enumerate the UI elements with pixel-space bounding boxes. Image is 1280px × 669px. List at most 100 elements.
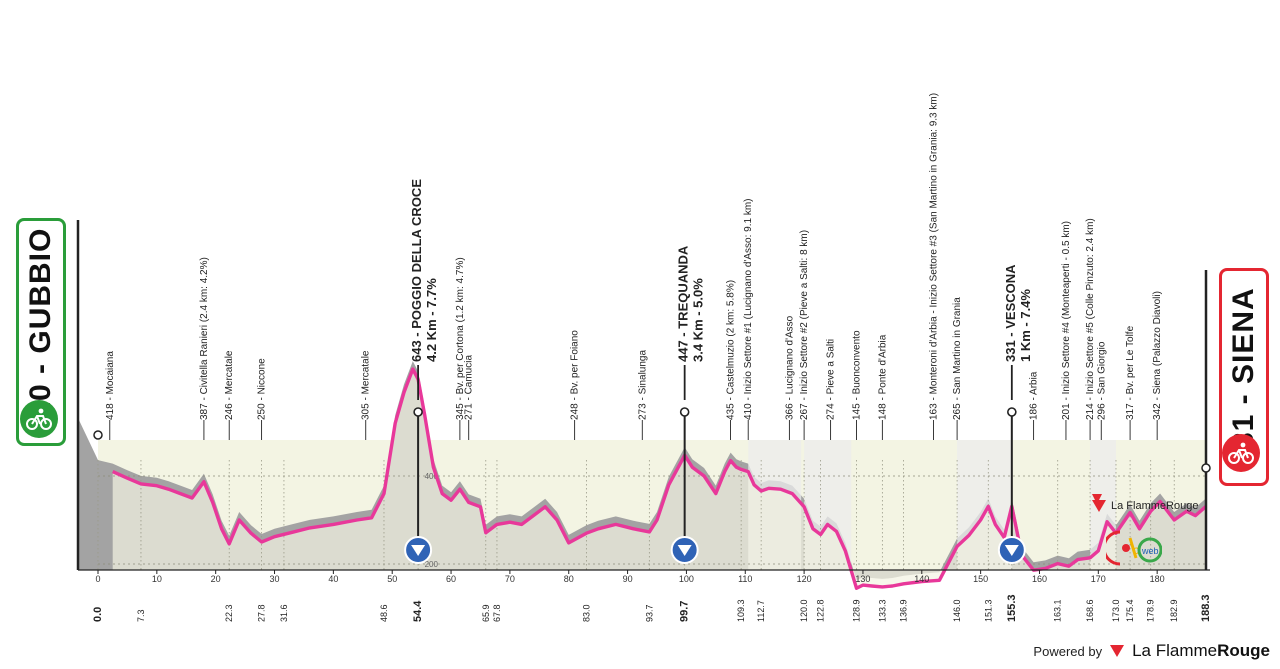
waypoint-label-26: 342 - Siena (Palazzo Diavoli): [1152, 291, 1163, 420]
km-label-3: 27.8: [257, 604, 267, 622]
km-label-14: 120.0: [799, 599, 809, 622]
waypoint-label-12: 410 - Inizio Settore #1 (Lucignano d'Ass…: [743, 199, 754, 420]
flammerouge-mark-icon: [1092, 500, 1106, 512]
x-tick-label-80: 80: [564, 574, 574, 584]
svg-text:c: c: [1133, 543, 1139, 557]
x-tick-label-70: 70: [505, 574, 515, 584]
km-label-25: 175.4: [1125, 599, 1135, 622]
km-label-1: 7.3: [136, 609, 146, 622]
cycling-web-logo-icon: c web: [1106, 530, 1162, 566]
waypoint-label-16: 145 - Buonconvento: [851, 330, 862, 420]
x-tick-label-120: 120: [797, 574, 812, 584]
x-tick-label-40: 40: [328, 574, 338, 584]
waypoint-label-22: 201 - Inizio Settore #4 (Monteaperti - 0…: [1061, 221, 1072, 420]
svg-text:web: web: [1141, 546, 1159, 556]
km-label-13: 112.7: [756, 600, 766, 622]
km-label-10: 93.7: [644, 604, 654, 622]
km-label-11: 99.7: [679, 601, 691, 622]
km-label-21: 155.3: [1006, 594, 1018, 622]
km-label-16: 128.9: [851, 599, 861, 622]
footer-flammerouge-mark-icon: [1110, 645, 1125, 657]
x-tick-label-90: 90: [623, 574, 633, 584]
finish-cyclist-icon: [1222, 434, 1260, 472]
waypoint-label-1: 387 - Civitella Ranieri (2.4 km: 4.2%): [199, 257, 210, 420]
km-label-8: 67.8: [492, 604, 502, 622]
km-label-15: 122.8: [816, 599, 826, 622]
flammerouge-inline-text: La FlammeRouge: [1111, 500, 1199, 512]
finish-dot: [1201, 463, 1211, 473]
waypoint-sublabel-10: 3.4 Km - 5.0%: [691, 278, 706, 362]
km-label-28: 188.3: [1200, 594, 1212, 622]
km-label-18: 136.9: [899, 599, 909, 622]
km-label-26: 178.9: [1146, 599, 1156, 622]
waypoint-label-17: 148 - Ponte d'Arbia: [877, 334, 888, 420]
x-tick-label-50: 50: [387, 574, 397, 584]
waypoint-label-19: 265 - San Martino in Grania: [952, 297, 963, 420]
waypoint-label-25: 317 - Bv. per Le Tolfe: [1125, 325, 1136, 420]
waypoint-label-23: 214 - Inizio Settore #5 (Colle Pinzuto: …: [1085, 218, 1096, 420]
km-label-23: 168.6: [1085, 599, 1095, 622]
waypoint-label-8: 248 - Bv. per Foiano: [570, 330, 581, 420]
climb-marker-arrow-2: [677, 545, 692, 556]
x-tick-label-30: 30: [270, 574, 280, 584]
km-label-22: 163.1: [1053, 599, 1063, 622]
grid-label-400: 400: [425, 472, 439, 481]
footer-brand-name: La FlammeRouge: [1132, 641, 1270, 661]
x-tick-label-160: 160: [1032, 574, 1047, 584]
waypoint-label-5: 643 - POGGIO DELLA CROCE: [409, 179, 424, 362]
climb-top-dot-2: [679, 407, 690, 417]
x-tick-label-10: 10: [152, 574, 162, 584]
km-label-12: 109.3: [736, 599, 746, 622]
x-tick-label-20: 20: [211, 574, 221, 584]
km-label-9: 83.0: [581, 604, 591, 622]
x-tick-label-0: 0: [95, 574, 100, 584]
x-tick-label-180: 180: [1150, 574, 1165, 584]
climb-marker-arrow-1: [411, 545, 426, 556]
climb-top-dot-1: [413, 407, 423, 417]
x-tick-label-130: 130: [855, 574, 870, 584]
waypoint-label-9: 273 - Sinalunga: [637, 350, 648, 420]
waypoint-label-10: 447 - TREQUANDA: [676, 245, 691, 362]
x-tick-label-100: 100: [679, 574, 694, 584]
waypoint-label-2: 246 - Mercatale: [224, 350, 235, 420]
km-label-0: 0.0: [92, 607, 104, 622]
km-label-2: 22.3: [224, 604, 234, 622]
footer-brand-part-a: La Flamme: [1132, 641, 1218, 660]
waypoint-label-0: 418 - Mocaiana: [105, 351, 116, 420]
waypoint-label-18: 163 - Monteroni d'Arbia - Inizio Settore…: [929, 93, 940, 420]
km-label-5: 48.6: [379, 604, 389, 622]
km-label-20: 151.3: [983, 599, 993, 622]
climb-marker-arrow-3: [1004, 545, 1019, 556]
km-label-19: 146.0: [952, 599, 962, 622]
x-tick-label-60: 60: [446, 574, 456, 584]
waypoint-label-20: 331 - VESCONA: [1003, 264, 1018, 362]
km-label-4: 31.6: [279, 604, 289, 622]
climb-top-dot-3: [1007, 407, 1017, 417]
waypoint-label-11: 435 - Castelmuzio (2 km: 5.8%): [726, 280, 737, 420]
waypoint-label-15: 274 - Pieve a Salti: [826, 339, 837, 420]
waypoint-label-6: 345 - Bv. per Cortona (1.2 km: 4.7%): [455, 257, 466, 420]
waypoint-label-24: 296 - San Giorgio: [1096, 341, 1107, 420]
flamme-rouge-marker: [1092, 494, 1102, 504]
waypoint-label-3: 250 - Niccone: [257, 358, 268, 420]
waypoint-sublabel-20: 1 Km - 7.4%: [1018, 289, 1033, 362]
start-dot: [93, 430, 103, 440]
km-label-17: 133.3: [877, 599, 887, 622]
km-label-27: 182.9: [1169, 599, 1179, 622]
x-tick-label-140: 140: [914, 574, 929, 584]
footer-brand-part-b: Rouge: [1217, 641, 1270, 660]
x-tick-label-170: 170: [1091, 574, 1106, 584]
grid-label-200: 200: [425, 560, 439, 569]
road-line: [112, 367, 1208, 590]
km-label-7: 65.9: [481, 604, 491, 622]
footer-brand: Powered by La FlammeRouge: [1033, 641, 1270, 661]
waypoint-sublabel-5: 4.2 Km - 7.7%: [424, 278, 439, 362]
waypoint-label-7: 271 - Camucia: [464, 355, 475, 420]
waypoint-label-14: 267 - Inizio Settore #2 (Pieve a Salti: …: [799, 230, 810, 420]
waypoint-label-13: 366 - Lucignano d'Asso: [784, 315, 795, 420]
powered-by-text: Powered by: [1033, 643, 1103, 659]
waypoint-label-4: 305 - Mercatale: [361, 350, 372, 420]
km-label-6: 54.4: [412, 600, 424, 622]
km-label-24: 173.0: [1111, 599, 1121, 622]
